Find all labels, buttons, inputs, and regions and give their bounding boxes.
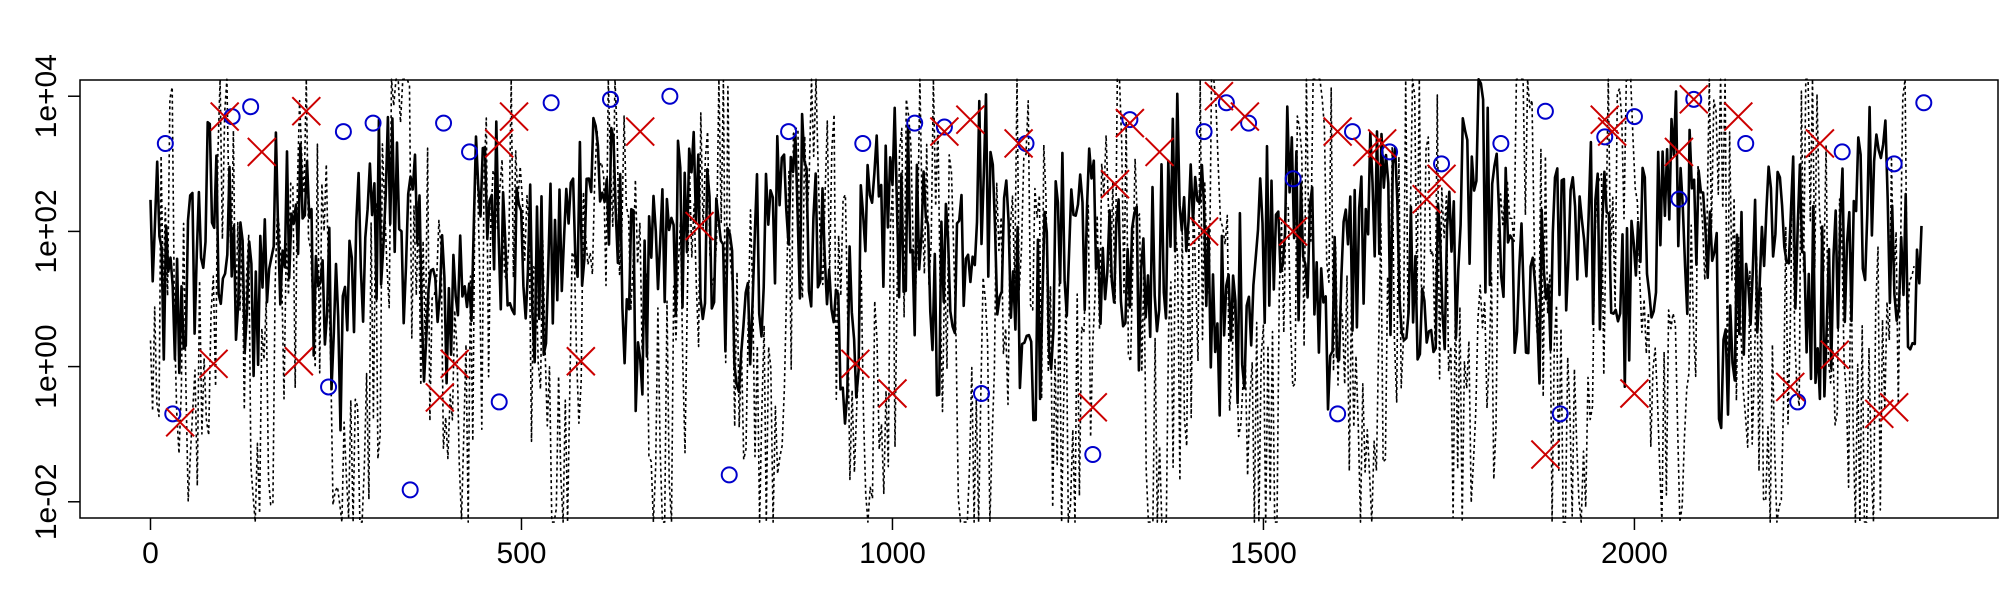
data-point-circle [720, 466, 738, 484]
data-point-circle [935, 118, 953, 136]
data-point-cross [1879, 392, 1909, 422]
data-point-circle [490, 393, 508, 411]
data-point-cross [1426, 164, 1457, 194]
data-point-cross [1411, 184, 1442, 214]
data-point-cross [1664, 137, 1694, 167]
data-point-circle [780, 123, 798, 141]
data-point-cross [1100, 169, 1130, 199]
data-point-circle [1885, 155, 1903, 173]
data-point-cross [625, 116, 655, 147]
data-point-circle [854, 134, 872, 152]
data-point-circle [364, 114, 382, 132]
data-point-cross [284, 346, 314, 376]
data-point-circle [1343, 123, 1361, 141]
data-point-cross [1078, 392, 1108, 422]
data-point-circle [542, 94, 560, 112]
y-tick-label: 1e+04 [30, 54, 63, 138]
data-point-cross [1189, 216, 1219, 247]
data-point-circle [1121, 111, 1139, 129]
x-tick-label: 1000 [859, 537, 926, 570]
data-point-circle [906, 114, 924, 132]
series-line-solid [149, 78, 1923, 432]
data-point-circle [320, 378, 338, 396]
data-point-cross [1805, 128, 1835, 159]
data-point-cross [840, 349, 871, 379]
data-point-circle [1737, 134, 1755, 152]
x-tick-label: 2000 [1601, 537, 1668, 570]
data-point-circle [661, 87, 679, 105]
data-point-cross [566, 346, 596, 376]
data-point-circle [242, 98, 260, 116]
data-point-circle [401, 481, 419, 499]
data-point-cross [1679, 84, 1709, 115]
series-line-dotted [149, 78, 1915, 523]
series-layer [149, 78, 1923, 523]
data-point-cross [1204, 81, 1234, 111]
data-point-circle [1284, 170, 1302, 188]
data-point-cross [1003, 128, 1034, 159]
data-point-cross [198, 349, 229, 379]
x-tick-label: 1500 [1230, 537, 1297, 570]
data-point-circle [1915, 94, 1933, 112]
plot-frame [79, 79, 1999, 519]
y-tick-label: 1e+00 [30, 324, 63, 408]
data-point-cross [425, 382, 455, 413]
data-point-cross [1820, 339, 1850, 370]
data-point-circle [435, 114, 453, 132]
data-point-circle [164, 405, 182, 423]
data-point-cross [484, 128, 514, 159]
data-point-cross [439, 349, 470, 379]
data-point-circle [1433, 155, 1451, 173]
data-point-circle [1685, 90, 1703, 108]
data-point-cross [1230, 101, 1260, 132]
axis-layer: 0 500 1000 1500 2000 1e-02 1e+00 1e+02 1e+04 [30, 54, 1668, 570]
data-point-cross [1322, 116, 1353, 147]
data-point-circle [1536, 102, 1554, 120]
data-point-cross [1144, 137, 1175, 167]
data-point-cross [929, 116, 960, 147]
data-point-cross [955, 104, 986, 135]
data-point-circle [1240, 114, 1258, 132]
data-point-circle [1670, 190, 1688, 208]
data-point-circle [1329, 405, 1347, 423]
data-point-cross [1278, 216, 1308, 247]
data-point-cross [1723, 101, 1754, 132]
data-point-cross [1775, 372, 1805, 402]
data-point-circle [334, 123, 352, 141]
data-point-circle [1833, 143, 1851, 161]
data-point-circle [1217, 94, 1235, 112]
data-point-circle [1084, 446, 1102, 464]
data-point-circle [1195, 123, 1213, 141]
data-point-circle [156, 134, 174, 152]
data-point-circle [1551, 405, 1569, 423]
data-point-cross [684, 211, 715, 241]
data-point-circle [1492, 134, 1510, 152]
data-point-circle [1625, 108, 1643, 126]
data-point-cross [1352, 137, 1383, 167]
y-tick-label: 1e+02 [30, 189, 63, 273]
data-point-cross [209, 101, 240, 132]
data-point-cross [247, 137, 277, 167]
data-point-circle [1596, 128, 1614, 146]
data-point-cross [1619, 378, 1650, 409]
marker-layer [156, 81, 1933, 499]
data-point-cross [877, 378, 908, 409]
data-point-cross [1530, 439, 1561, 470]
data-point-circle [461, 143, 479, 161]
data-point-circle [972, 384, 990, 402]
x-tick-label: 0 [142, 537, 159, 570]
data-point-circle [602, 90, 620, 108]
data-point-cross [291, 96, 322, 126]
x-tick-label: 500 [496, 537, 546, 570]
data-point-cross [1864, 399, 1894, 429]
data-point-cross [1367, 128, 1397, 159]
data-point-cross [1115, 108, 1145, 138]
data-point-cross [1597, 116, 1627, 147]
data-point-circle [1381, 143, 1399, 161]
y-tick-label: 1e-02 [30, 463, 63, 540]
data-point-cross [499, 101, 529, 132]
data-point-cross [165, 407, 195, 437]
